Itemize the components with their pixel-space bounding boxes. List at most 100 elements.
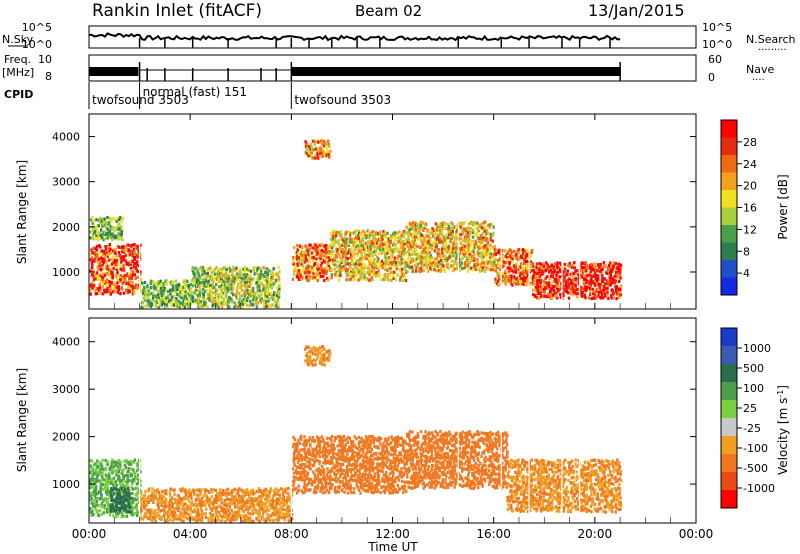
heatmap-cell <box>599 289 602 293</box>
heatmap-cell <box>483 251 486 256</box>
heatmap-cell <box>202 287 205 291</box>
heatmap-cell <box>452 264 455 268</box>
heatmap-cell <box>478 269 482 273</box>
heatmap-cell <box>427 231 431 235</box>
heatmap-cell <box>170 510 173 514</box>
heatmap-cell <box>398 235 401 239</box>
heatmap-cell <box>425 239 428 243</box>
heatmap-cell <box>262 277 265 281</box>
heatmap-cell <box>361 237 364 241</box>
heatmap-cell <box>146 284 149 288</box>
heatmap-cell <box>260 297 264 301</box>
heatmap-cell <box>400 245 403 250</box>
heatmap-cell <box>512 280 516 284</box>
heatmap-cell <box>328 250 332 254</box>
heatmap-cell <box>404 267 407 272</box>
heatmap-cell <box>112 225 115 229</box>
heatmap-cell <box>226 514 229 518</box>
heatmap-cell <box>115 219 118 223</box>
heatmap-cell <box>101 465 104 469</box>
heatmap-cell <box>337 278 341 282</box>
heatmap-cell <box>515 250 518 254</box>
heatmap-cell <box>200 519 204 523</box>
heatmap-cell <box>570 273 574 277</box>
heatmap-cell <box>360 257 364 261</box>
heatmap-cell <box>402 253 405 257</box>
heatmap-cell <box>182 519 185 523</box>
heatmap-cell <box>89 288 92 292</box>
heatmap-cell <box>618 279 621 283</box>
heatmap-cell <box>369 262 372 266</box>
heatmap-cell <box>212 280 215 284</box>
heatmap-cell <box>112 514 115 518</box>
heatmap-cell <box>522 271 526 275</box>
heatmap-cell <box>183 279 186 283</box>
heatmap-cell <box>296 441 299 445</box>
heatmap-cell <box>134 471 137 475</box>
heatmap-cell <box>226 297 229 301</box>
heatmap-cell <box>285 514 288 518</box>
heatmap-cell <box>94 229 97 233</box>
nsky-trace <box>88 32 621 48</box>
heatmap-cell <box>302 485 306 489</box>
heatmap-cell <box>311 447 314 451</box>
heatmap-cell <box>173 511 177 515</box>
heatmap-cell <box>571 284 574 288</box>
heatmap-cell <box>235 289 239 293</box>
heatmap-cell <box>366 247 370 251</box>
heatmap-cell <box>136 244 140 249</box>
heatmap-cell <box>435 256 439 260</box>
heatmap-cell <box>306 259 310 263</box>
heatmap-cell <box>418 269 421 273</box>
heatmap-cell <box>140 508 143 512</box>
heatmap-cell <box>345 237 349 241</box>
heatmap-cell <box>590 274 593 278</box>
heatmap-cell <box>267 299 270 303</box>
heatmap-cell <box>100 512 103 516</box>
heatmap-cell <box>130 512 133 516</box>
heatmap-cell <box>116 281 119 285</box>
heatmap-cell <box>99 472 103 476</box>
heatmap-cell <box>345 259 348 263</box>
heatmap-cell <box>437 260 441 264</box>
heatmap-cell <box>350 272 354 276</box>
heatmap-cell <box>324 247 328 251</box>
heatmap-cell <box>420 227 423 231</box>
heatmap-cell <box>250 288 253 292</box>
heatmap-cell <box>145 508 148 512</box>
heatmap-cell <box>342 265 345 269</box>
heatmap-cell <box>479 234 483 238</box>
heatmap-cell <box>207 279 211 283</box>
heatmap-cell <box>226 300 230 304</box>
heatmap-cell <box>127 243 130 247</box>
heatmap-cell <box>298 475 302 479</box>
heatmap-cell <box>143 496 146 500</box>
heatmap-cell <box>303 442 306 446</box>
heatmap-cell <box>275 502 278 506</box>
heatmap-cell <box>237 507 240 511</box>
heatmap-cell <box>522 278 525 283</box>
heatmap-cell <box>91 281 94 285</box>
heatmap-cell <box>170 282 173 287</box>
heatmap-cell <box>215 506 219 510</box>
heatmap-cell <box>398 230 401 234</box>
heatmap-cell <box>443 268 446 272</box>
heatmap-cell <box>544 276 547 280</box>
heatmap-cell <box>373 265 376 269</box>
heatmap-cell <box>436 241 440 245</box>
heatmap-cell <box>166 304 169 308</box>
heatmap-cell <box>221 519 224 523</box>
freq-band <box>89 67 139 76</box>
heatmap-cell <box>305 484 308 488</box>
heatmap-cell <box>226 517 229 521</box>
heatmap-cell <box>515 263 518 267</box>
heatmap-cell <box>353 241 356 245</box>
heatmap-cell <box>384 254 388 258</box>
heatmap-cell <box>185 303 188 307</box>
heatmap-cell <box>264 288 267 293</box>
heatmap-cell <box>249 292 253 296</box>
heatmap-cell <box>109 493 113 498</box>
heatmap-cell <box>187 491 191 495</box>
heatmap-cell <box>301 268 305 272</box>
heatmap-cell <box>264 501 267 506</box>
